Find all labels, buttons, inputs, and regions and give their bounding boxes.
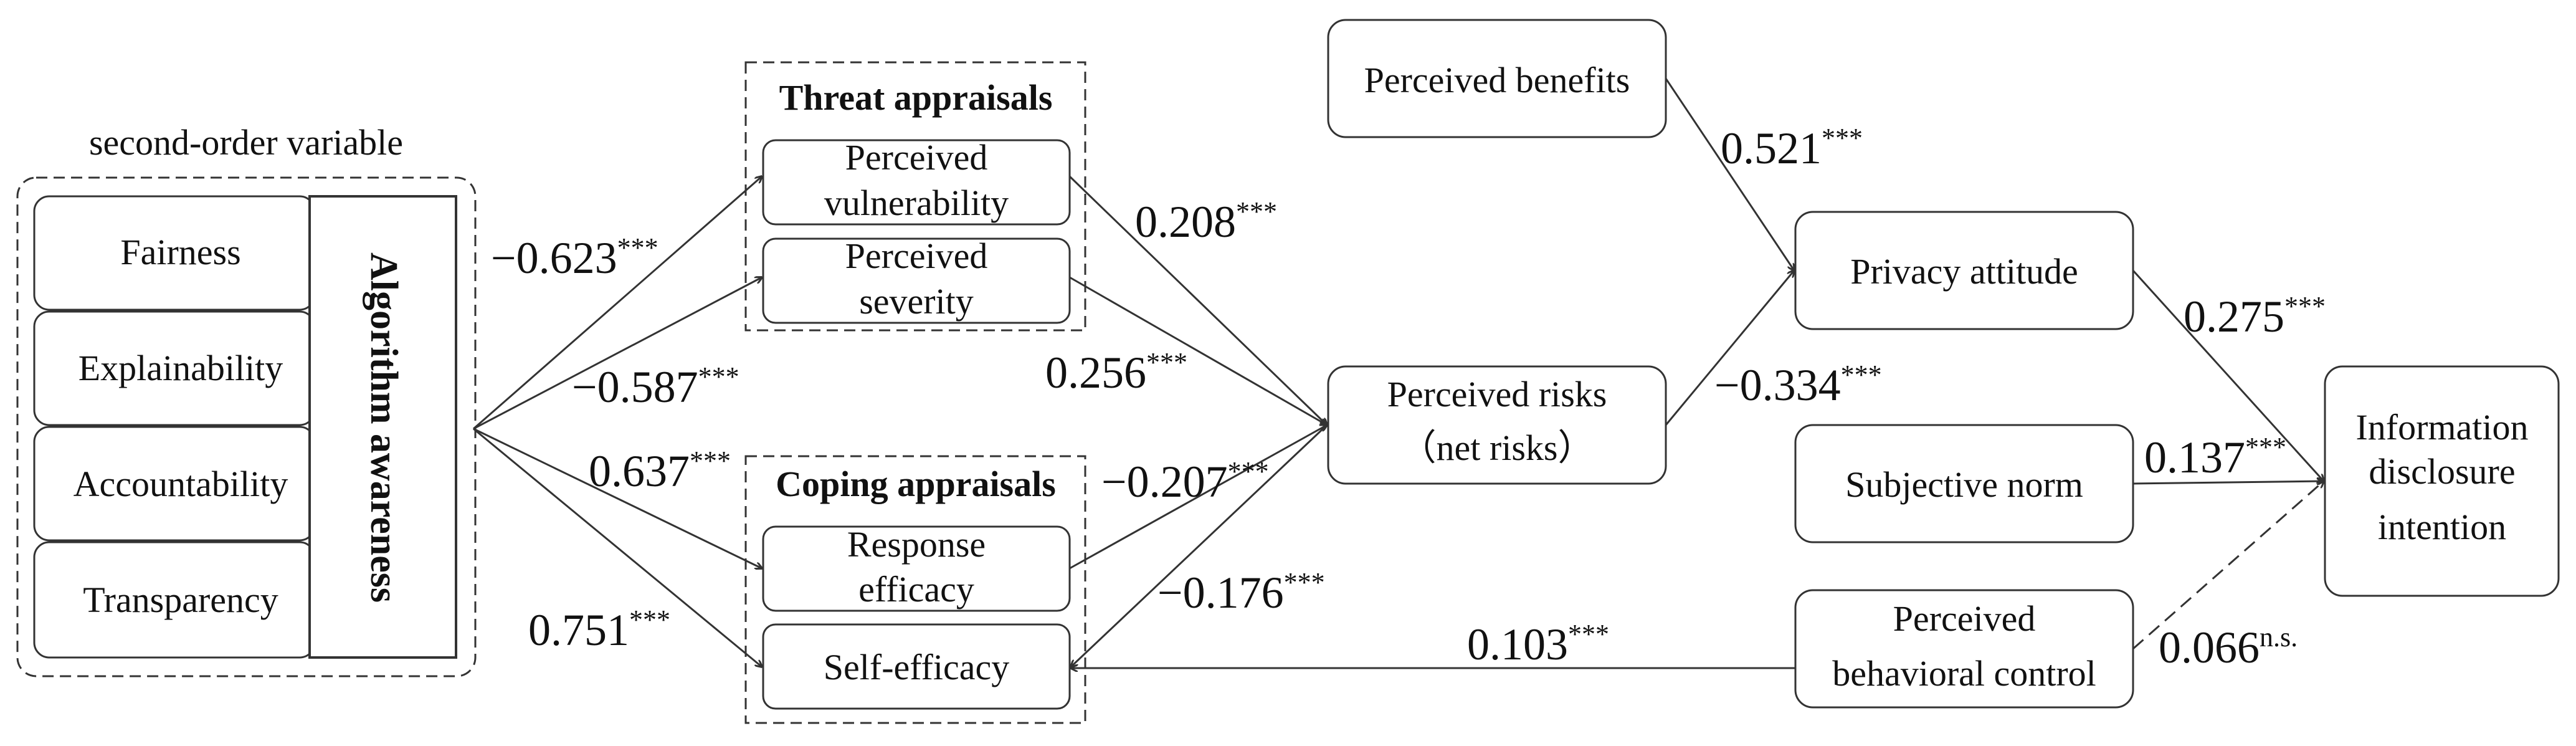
perceived-vulnerability-line2: vulnerability	[824, 183, 1009, 223]
coef-aa-ps: −0.587***	[572, 361, 739, 412]
coef-pb-pa: 0.521***	[1721, 123, 1863, 173]
privacy-attitude-label: Privacy attitude	[1850, 251, 2078, 292]
path-aa-to-pv	[473, 176, 762, 430]
idi-line2: disclosure	[2369, 451, 2515, 492]
coef-sn-idi: 0.137***	[2144, 432, 2286, 482]
perceived-risks-line1: Perceived risks	[1387, 374, 1607, 414]
coping-appraisals-group	[744, 455, 1086, 724]
idi-line1: Information	[2355, 407, 2528, 447]
perceived-severity-line1: Perceived	[845, 236, 988, 276]
threat-appraisals-label: Threat appraisals	[779, 77, 1053, 118]
coef-pr-pa: −0.334***	[1714, 360, 1882, 410]
idi-line3: intention	[2378, 507, 2506, 547]
coef-se-pr: −0.176***	[1157, 567, 1325, 618]
perceived-benefits-label: Perceived benefits	[1364, 60, 1630, 100]
coef-pbc-se: 0.103***	[1467, 619, 1609, 669]
subjective-norm-label: Subjective norm	[1845, 464, 2083, 505]
second-order-variable-label: second-order variable	[89, 122, 403, 163]
perceived-behavioral-control-line2: behavioral control	[1832, 653, 2096, 694]
algorithm-awareness-box	[308, 195, 457, 659]
path-pb-to-pa	[1665, 78, 1794, 270]
threat-appraisals-group	[744, 61, 1086, 332]
path-ps-to-pr	[1069, 276, 1327, 425]
path-pv-to-pr	[1068, 175, 1327, 425]
coef-aa-se: 0.751***	[528, 605, 670, 655]
coping-appraisals-label: Coping appraisals	[776, 464, 1056, 504]
explainability-label: Explainability	[78, 348, 283, 388]
coef-pa-idi: 0.275***	[2184, 291, 2326, 342]
coef-pbc-idi: 0.066n.s.	[2159, 622, 2298, 672]
transparency-label: Transparency	[83, 580, 278, 620]
path-sn-to-idi	[2132, 481, 2324, 484]
path-aa-to-re	[473, 428, 762, 568]
path-re-to-pr	[1069, 425, 1327, 570]
coef-aa-pv: −0.623***	[491, 232, 658, 283]
perceived-severity-line2: severity	[859, 281, 974, 322]
accountability-label: Accountability	[74, 464, 288, 504]
path-aa-to-se	[473, 428, 762, 667]
coef-re-pr: −0.207***	[1101, 456, 1269, 507]
coef-pv-pr: 0.208***	[1135, 196, 1277, 247]
perceived-risks-line2: （net risks）	[1400, 428, 1594, 468]
perceived-behavioral-control-line1: Perceived	[1893, 598, 2036, 639]
response-efficacy-line1: Response	[847, 524, 986, 565]
path-pa-to-idi	[2132, 269, 2324, 481]
path-pr-to-pa	[1665, 270, 1794, 426]
perceived-vulnerability-line1: Perceived	[845, 137, 988, 178]
path-pr-to-se	[1071, 424, 1328, 667]
fairness-label: Fairness	[120, 232, 240, 272]
algorithm-awareness-label: Algorithm awareness	[363, 252, 405, 603]
self-efficacy-label: Self-efficacy	[824, 647, 1009, 687]
coef-ps-pr: 0.256***	[1045, 347, 1187, 398]
path-aa-to-ps	[473, 277, 762, 430]
coef-aa-re: 0.637***	[589, 446, 731, 496]
response-efficacy-line2: efficacy	[858, 569, 974, 610]
